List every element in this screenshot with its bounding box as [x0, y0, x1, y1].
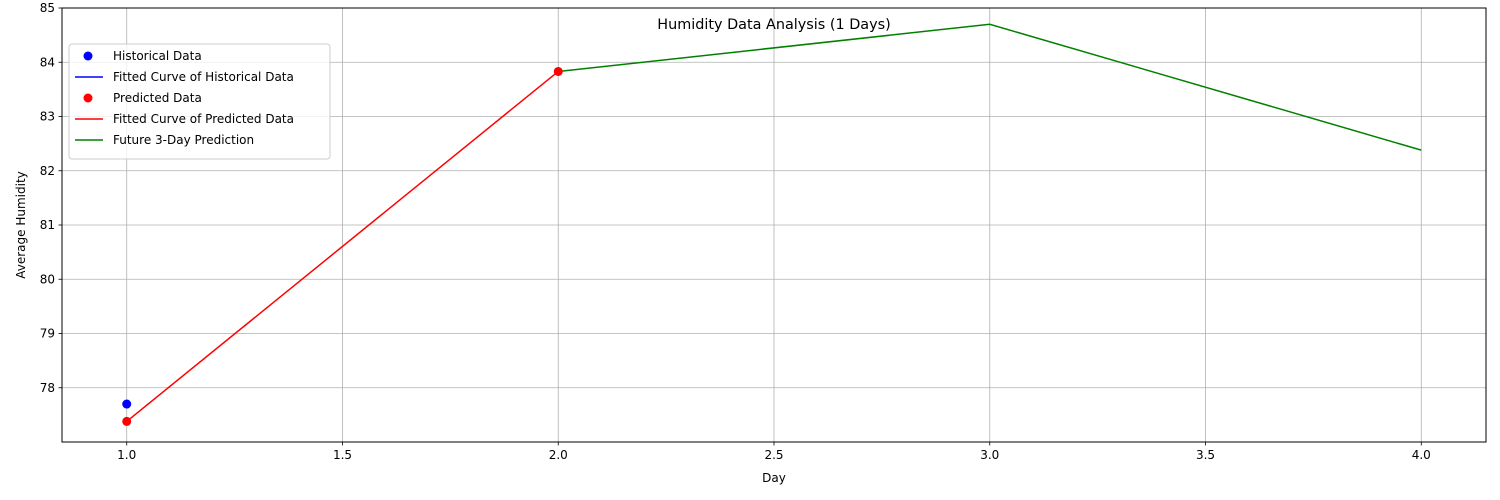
- y-tick-label: 78: [40, 381, 55, 395]
- y-tick-label: 80: [40, 272, 55, 286]
- data-point: [553, 66, 563, 76]
- legend-label: Fitted Curve of Historical Data: [113, 70, 294, 84]
- x-tick-label: 3.0: [980, 448, 999, 462]
- legend-marker: [83, 51, 93, 61]
- y-tick-label: 84: [40, 55, 55, 69]
- y-tick-label: 81: [40, 218, 55, 232]
- y-tick-label: 79: [40, 327, 55, 341]
- x-tick-label: 2.0: [549, 448, 568, 462]
- x-tick-label: 1.0: [117, 448, 136, 462]
- x-tick-label: 2.5: [764, 448, 783, 462]
- chart-title: Humidity Data Analysis (1 Days): [657, 17, 891, 33]
- legend: Historical Data Fitted Curve of Historica…: [68, 43, 331, 160]
- data-point: [122, 416, 132, 426]
- y-tick-label: 82: [40, 164, 55, 178]
- series-line: [558, 23, 1422, 151]
- y-axis-label: Average Humidity: [14, 171, 28, 279]
- data-point: [122, 399, 132, 409]
- axis-ticks: 1.0 1.5 2.0 2.5 3.0 3.5 4.0 78 79 80 81 82 83 84 85: [40, 1, 1431, 462]
- legend-label: Future 3-Day Prediction: [113, 133, 254, 147]
- y-tick-label: 83: [40, 110, 55, 124]
- series-line: [126, 70, 559, 422]
- x-tick-label: 1.5: [333, 448, 352, 462]
- y-tick-label: 85: [40, 1, 55, 15]
- x-axis-label: Day: [762, 471, 786, 485]
- legend-label: Predicted Data: [113, 91, 202, 105]
- legend-marker: [83, 93, 93, 103]
- plot-series: [122, 23, 1422, 426]
- x-tick-label: 3.5: [1196, 448, 1215, 462]
- legend-label: Fitted Curve of Predicted Data: [113, 112, 294, 126]
- legend-label: Historical Data: [113, 49, 202, 63]
- legend-box: [68, 43, 331, 160]
- x-tick-label: 4.0: [1412, 448, 1431, 462]
